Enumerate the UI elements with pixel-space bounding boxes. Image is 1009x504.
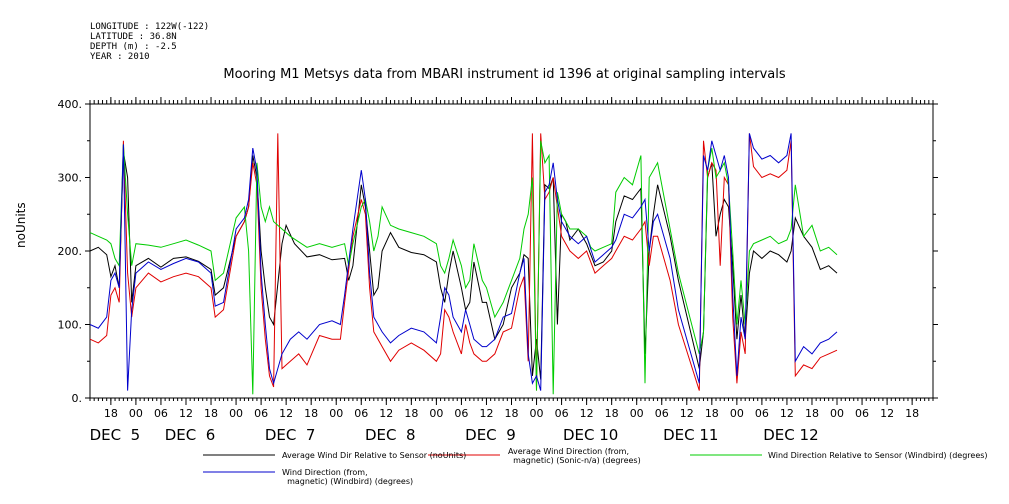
x-tick-label: 12: [179, 407, 193, 420]
x-tick-label: 12: [780, 407, 794, 420]
x-tick-label: 00: [129, 407, 143, 420]
chart-title: Mooring M1 Metsys data from MBARI instru…: [223, 67, 786, 82]
day-label: DEC 5: [90, 426, 141, 444]
day-label: DEC 6: [165, 426, 216, 444]
plot-frame: [89, 103, 934, 399]
x-tick-label: 00: [630, 407, 644, 420]
plot-border: [89, 103, 934, 399]
x-tick-label: 06: [755, 407, 769, 420]
x-tick-label: 18: [304, 407, 318, 420]
legend: [203, 454, 762, 473]
day-label: DEC 12: [763, 426, 818, 444]
day-label: DEC 11: [663, 426, 718, 444]
y-tick-label: 300.: [58, 172, 83, 185]
x-tick-label: 06: [555, 407, 569, 420]
x-tick-label: 00: [830, 407, 844, 420]
day-label: DEC 10: [563, 426, 618, 444]
x-tick-label: 12: [279, 407, 293, 420]
latitude-label: LATITUDE : 36.8N: [90, 32, 177, 42]
series-line-3: [89, 140, 838, 395]
x-tick-label: 00: [530, 407, 544, 420]
x-tick-label: 06: [655, 407, 669, 420]
x-tick-label: 12: [379, 407, 393, 420]
x-tick-label: 12: [479, 407, 493, 420]
x-tick-label: 00: [730, 407, 744, 420]
x-tick-label: 00: [329, 407, 343, 420]
series-layer: [89, 133, 838, 395]
day-label: DEC 8: [365, 426, 416, 444]
depth-label: DEPTH (m) : -2.5: [90, 42, 177, 52]
x-tick-label: 18: [605, 407, 619, 420]
x-tick-label: 06: [154, 407, 168, 420]
x-tick-label: 18: [905, 407, 919, 420]
x-tick-label: 12: [680, 407, 694, 420]
legend-label-4: Wind Direction (from, magnetic) (Windbir…: [282, 468, 414, 486]
x-tick-label: 18: [404, 407, 418, 420]
x-tick-label: 00: [229, 407, 243, 420]
series-line-2: [89, 133, 838, 391]
day-label: DEC 7: [265, 426, 316, 444]
x-tick-label: 18: [505, 407, 519, 420]
legend-label-3: Wind Direction Relative to Sensor (Windb…: [768, 451, 988, 460]
x-tick-label: 12: [880, 407, 894, 420]
year-label: YEAR : 2010: [90, 52, 150, 62]
day-label: DEC 9: [465, 426, 516, 444]
x-tick-label: 18: [705, 407, 719, 420]
x-tick-label: 06: [454, 407, 468, 420]
legend-label-1: Average Wind Dir Relative to Sensor (noU…: [282, 451, 467, 460]
legend-label-2: Average Wind Direction (from, magnetic) …: [508, 447, 641, 465]
axis-layer: 0. 100. 200. 300. 400. 18 00 06 12 18 00 06 12 18 00 06…: [58, 97, 938, 444]
y-tick-label: 200.: [58, 245, 83, 258]
x-tick-label: 00: [429, 407, 443, 420]
series-line-4: [89, 133, 838, 391]
x-tick-label: 06: [855, 407, 869, 420]
y-tick-label: 100.: [58, 319, 83, 332]
x-tick-label: 18: [204, 407, 218, 420]
x-tick-label: 12: [580, 407, 594, 420]
longitude-label: LONGITUDE : 122W(-122): [90, 22, 210, 32]
x-tick-label: 18: [805, 407, 819, 420]
x-tick-label: 06: [254, 407, 268, 420]
y-tick-label: 0.: [72, 392, 83, 405]
y-tick-label: 400.: [58, 98, 83, 111]
x-tick-label: 06: [354, 407, 368, 420]
x-tick-label: 18: [104, 407, 118, 420]
